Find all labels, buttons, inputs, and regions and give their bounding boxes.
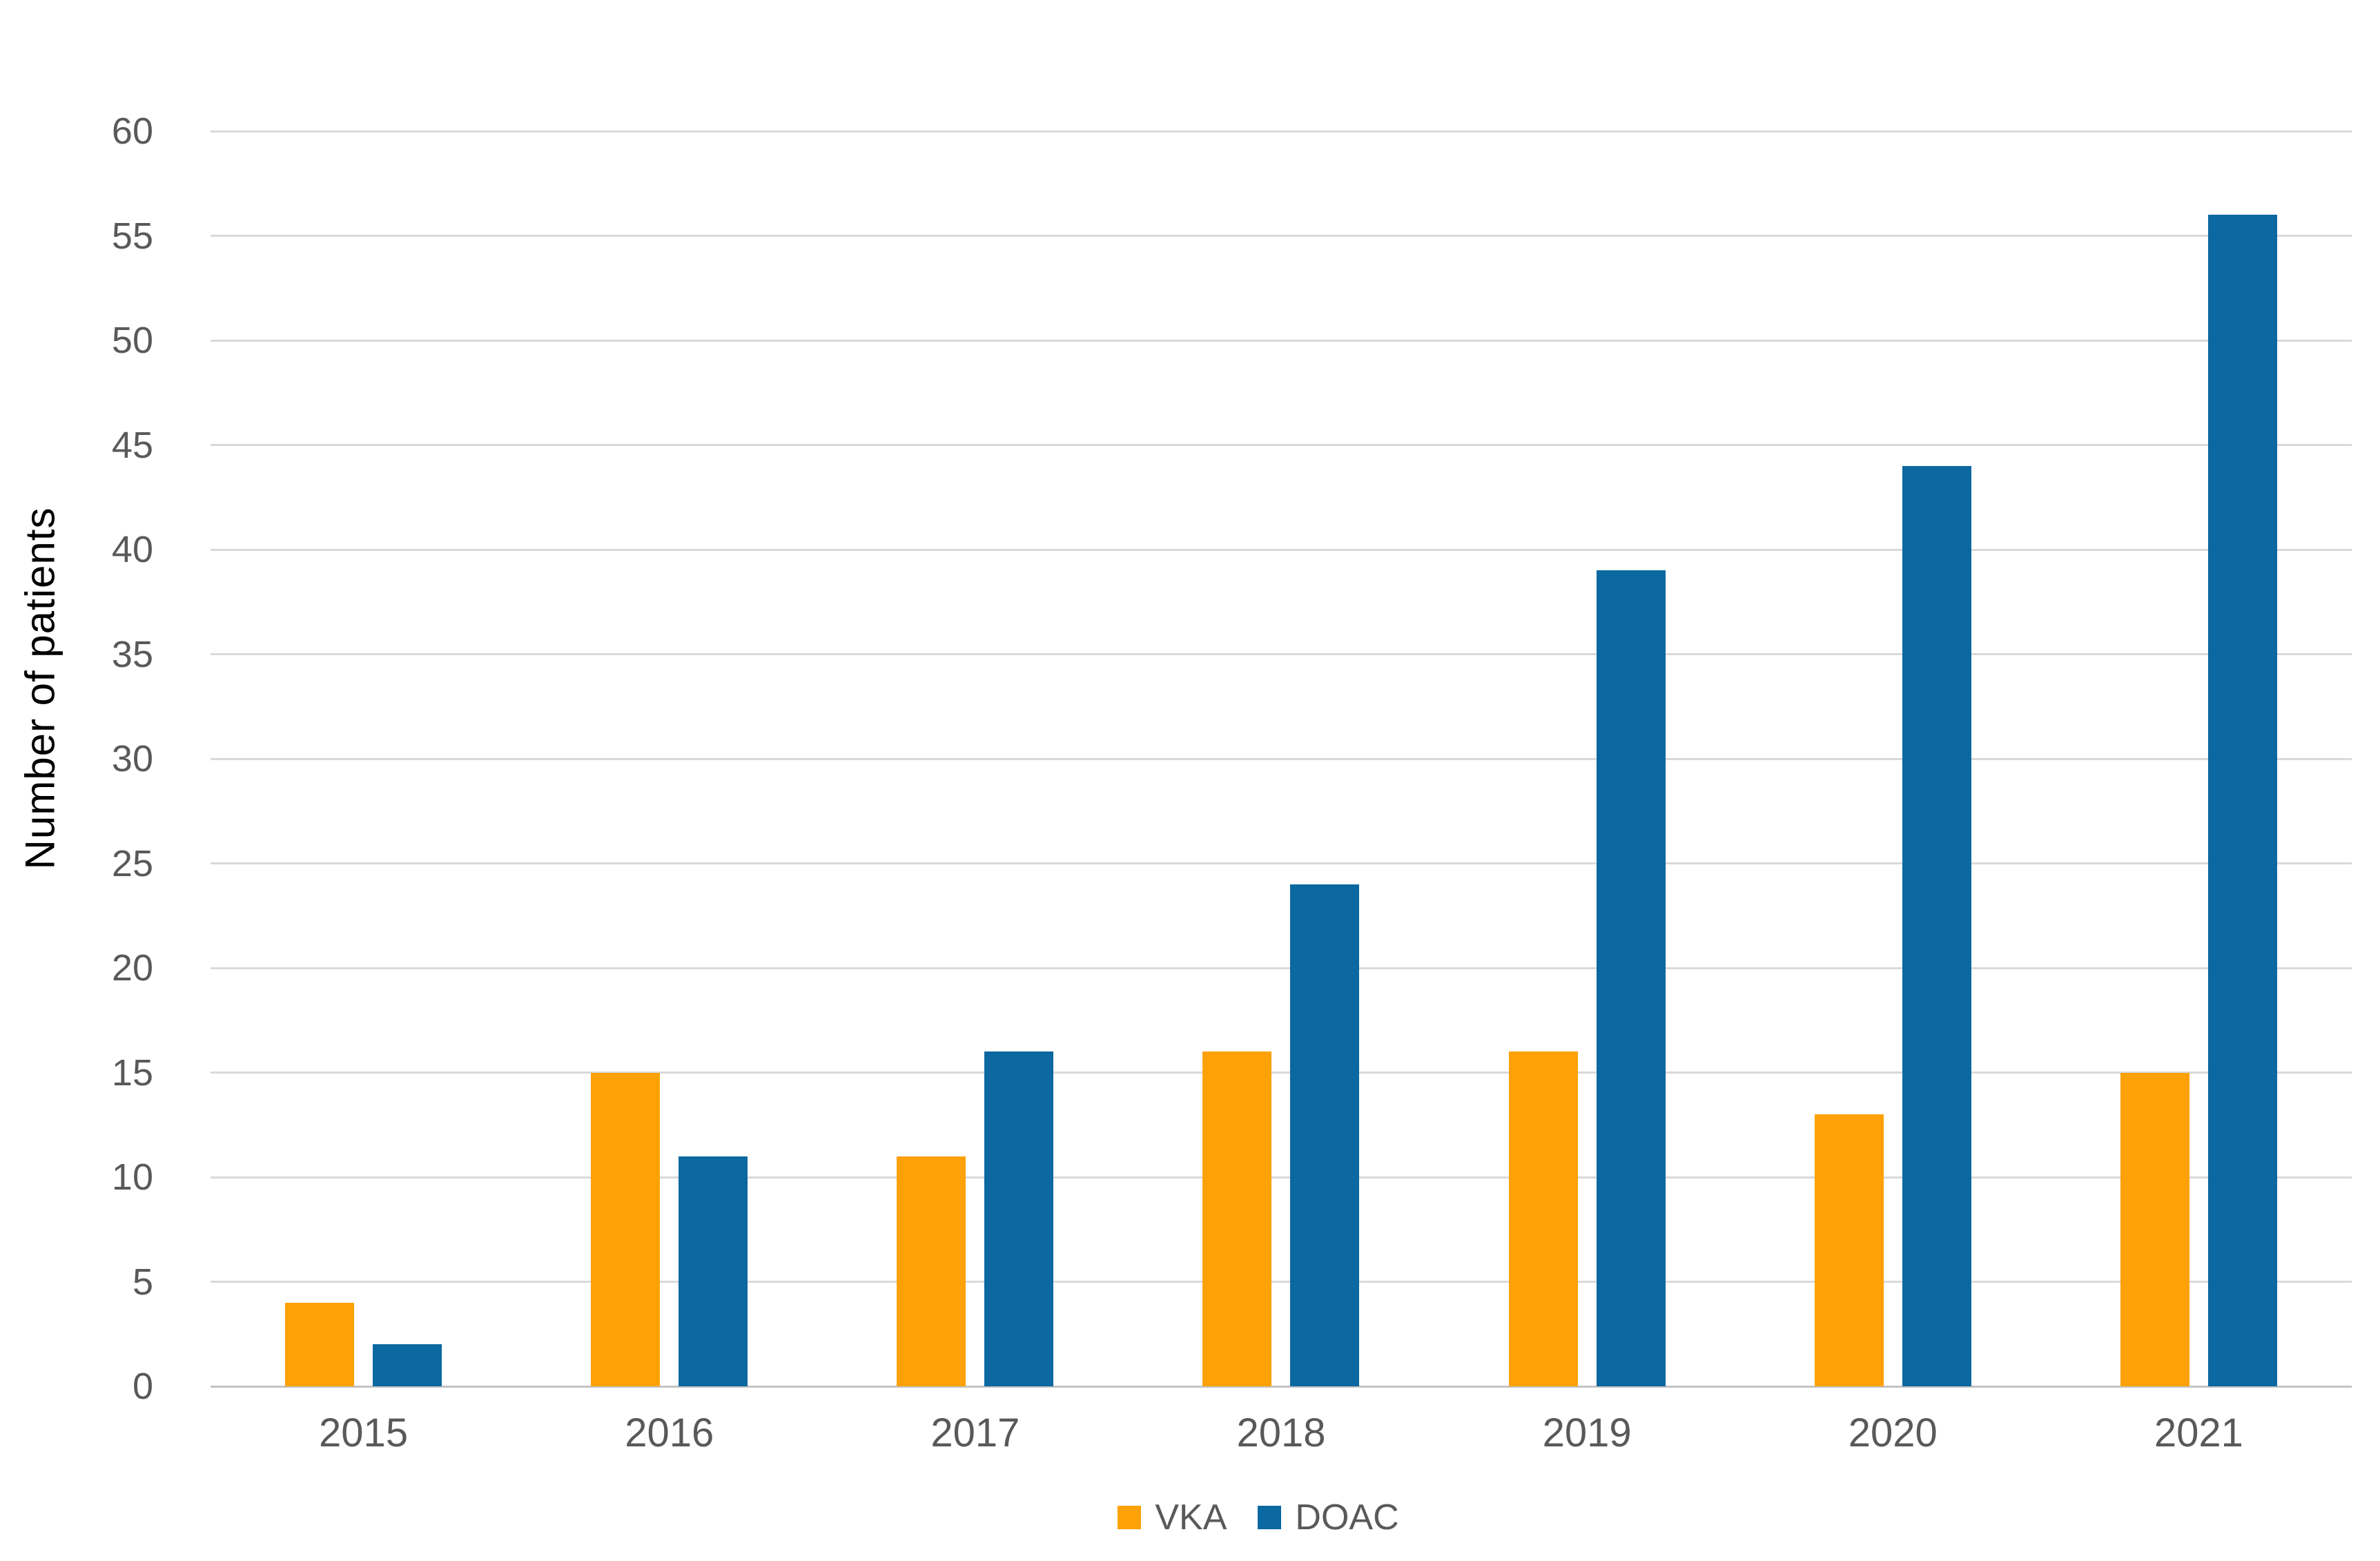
bar-doac-2019 <box>1596 570 1666 1386</box>
y-tick-label-25: 25 <box>111 842 153 884</box>
x-axis-line <box>211 1385 2352 1388</box>
y-tick-label-60: 60 <box>111 110 153 152</box>
plot-area <box>211 130 2352 1388</box>
bar-doac-2016 <box>679 1156 748 1386</box>
bar-group-2016 <box>516 131 822 1386</box>
bar-group-2020 <box>1740 131 2046 1386</box>
y-tick-label-35: 35 <box>111 633 153 675</box>
y-tick-label-0: 0 <box>132 1366 153 1407</box>
x-tick-label-2021: 2021 <box>2154 1410 2243 1455</box>
bar-group-2019 <box>1434 131 1740 1386</box>
y-tick-label-30: 30 <box>111 738 153 779</box>
y-tick-label-40: 40 <box>111 529 153 571</box>
y-axis-tick-labels: 0 5 10 15 20 25 30 35 40 45 50 55 60 <box>0 113 174 1405</box>
bar-vka-2016 <box>591 1072 661 1386</box>
gridline-15 <box>211 1072 2352 1074</box>
y-tick-label-50: 50 <box>111 320 153 361</box>
gridline-45 <box>211 444 2352 446</box>
legend-item-vka: VKA <box>1118 1500 1227 1535</box>
bar-vka-2017 <box>897 1156 966 1386</box>
legend-swatch-vka <box>1118 1506 1142 1529</box>
bar-group-2017 <box>822 131 1128 1386</box>
y-tick-label-15: 15 <box>111 1051 153 1094</box>
legend-label-doac: DOAC <box>1295 1497 1399 1538</box>
gridline-10 <box>211 1176 2352 1179</box>
gridline-5 <box>211 1281 2352 1283</box>
legend: VKA DOAC <box>68 1500 2380 1535</box>
x-tick-label-2020: 2020 <box>1848 1410 1938 1455</box>
legend-label-vka: VKA <box>1155 1497 1227 1538</box>
y-tick-label-10: 10 <box>111 1156 153 1199</box>
y-tick-label-20: 20 <box>111 947 153 989</box>
gridline-30 <box>211 757 2352 760</box>
legend-swatch-doac <box>1258 1506 1282 1529</box>
x-tick-label-2019: 2019 <box>1542 1410 1632 1455</box>
x-axis-labels: 2015 2016 2017 2018 2019 2020 2021 <box>211 1410 2352 1456</box>
bar-vka-2018 <box>1202 1051 1272 1386</box>
gridline-35 <box>211 653 2352 655</box>
x-tick-label-2016: 2016 <box>625 1410 714 1455</box>
gridline-40 <box>211 548 2352 551</box>
y-tick-label-45: 45 <box>111 424 153 466</box>
bar-doac-2015 <box>373 1344 442 1386</box>
x-tick-label-2017: 2017 <box>930 1410 1020 1455</box>
bar-vka-2021 <box>2120 1072 2189 1386</box>
x-tick-label-2015: 2015 <box>319 1410 409 1455</box>
gridline-20 <box>211 967 2352 969</box>
bar-vka-2020 <box>1814 1114 1884 1386</box>
bar-doac-2020 <box>1902 465 1971 1386</box>
x-tick-label-2018: 2018 <box>1236 1410 1326 1455</box>
bar-group-2021 <box>2046 131 2352 1386</box>
bar-vka-2015 <box>285 1302 355 1386</box>
gridline-50 <box>211 339 2352 342</box>
gridline-55 <box>211 235 2352 237</box>
gridline-25 <box>211 862 2352 864</box>
y-tick-label-55: 55 <box>111 215 153 257</box>
gridline-60 <box>211 130 2352 133</box>
bar-vka-2019 <box>1508 1051 1578 1386</box>
bar-doac-2021 <box>2207 215 2277 1386</box>
bar-doac-2018 <box>1290 884 1360 1386</box>
legend-item-doac: DOAC <box>1258 1497 1399 1538</box>
bar-group-2015 <box>211 131 516 1386</box>
bar-group-2018 <box>1128 131 1434 1386</box>
y-tick-label-5: 5 <box>132 1261 153 1303</box>
bars-layer <box>211 131 2352 1386</box>
bar-doac-2017 <box>984 1051 1054 1386</box>
